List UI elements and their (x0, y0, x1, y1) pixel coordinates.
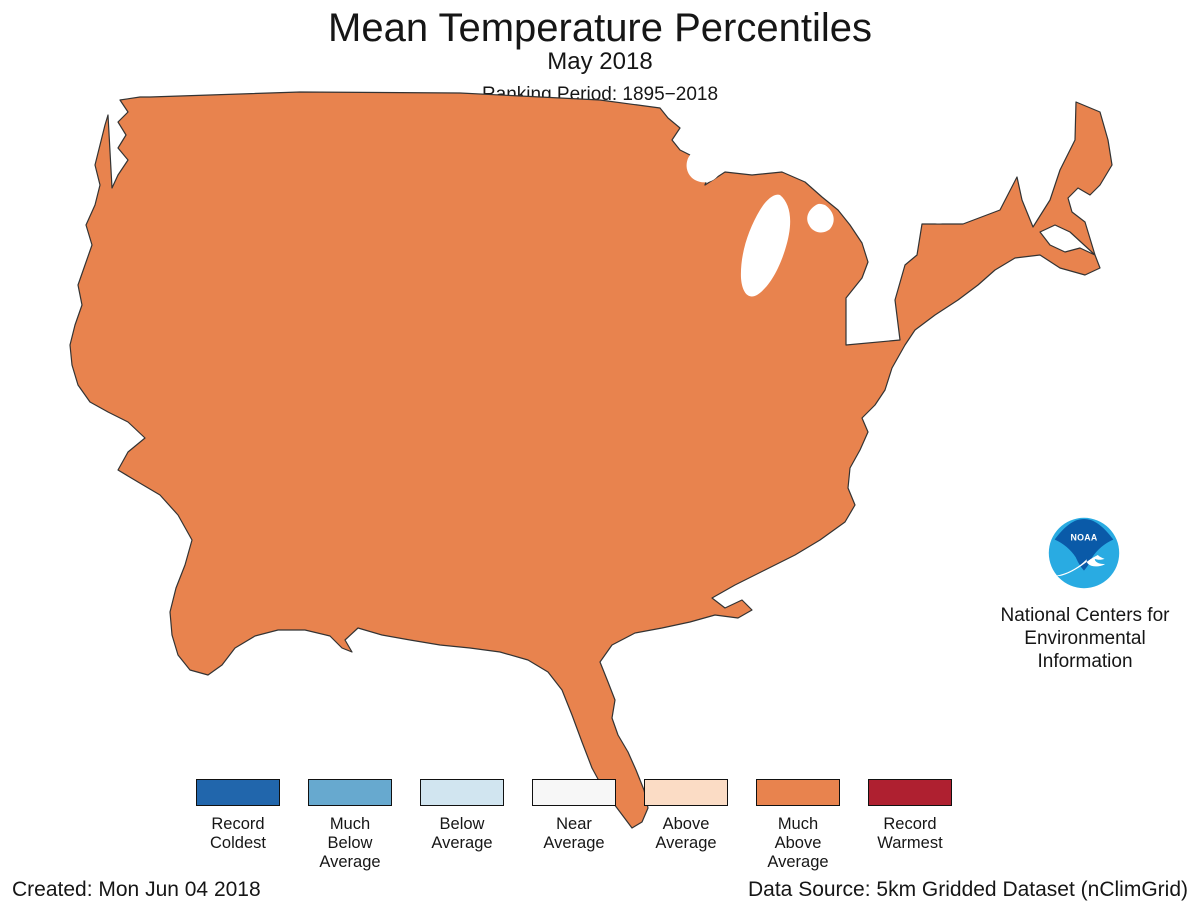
svg-text:NOAA: NOAA (1070, 533, 1097, 543)
